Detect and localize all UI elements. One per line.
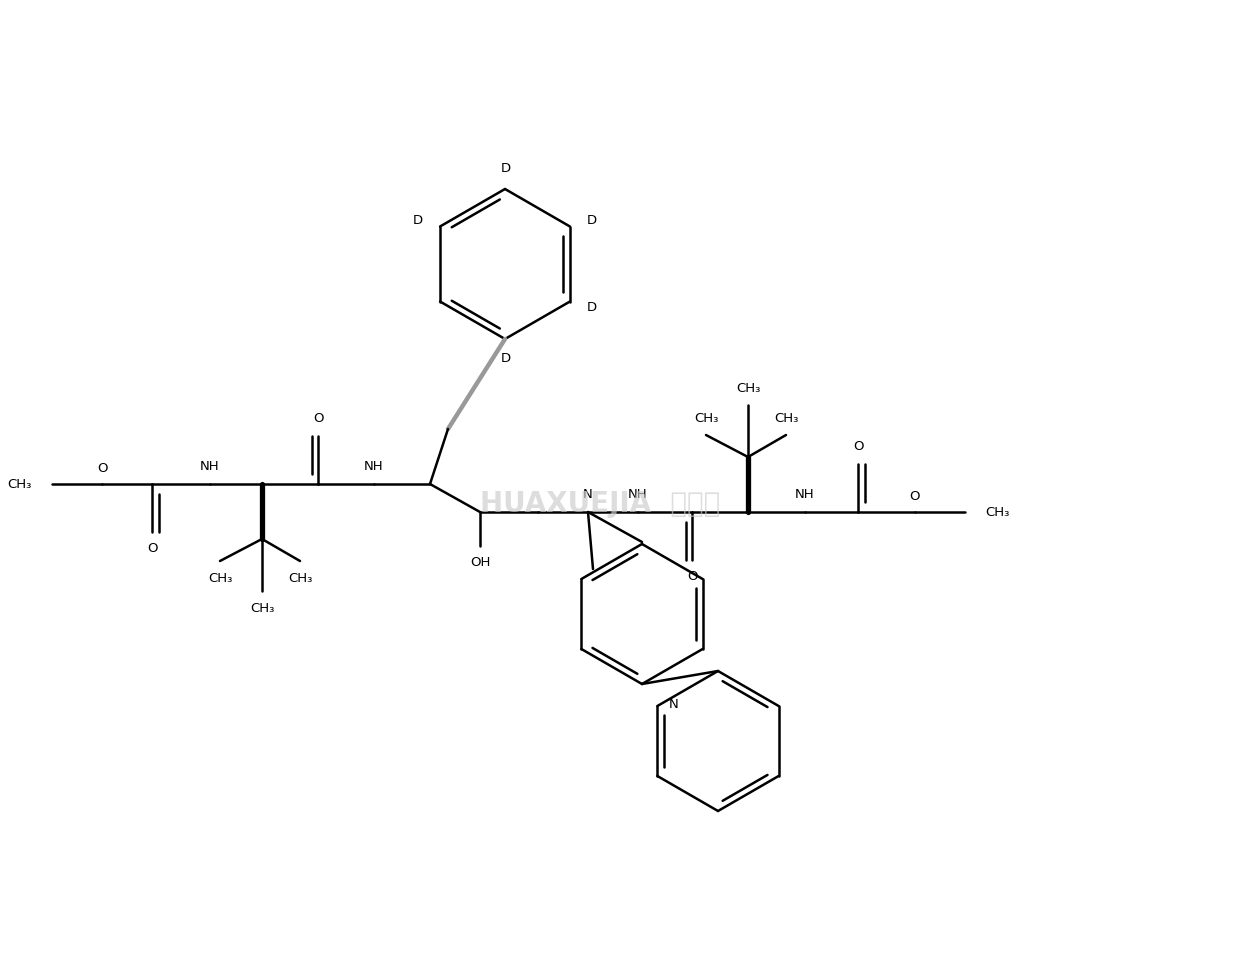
Text: NH: NH — [200, 459, 220, 473]
Text: N: N — [583, 488, 593, 502]
Text: O: O — [313, 413, 323, 425]
Text: NH: NH — [795, 487, 815, 501]
Text: O: O — [687, 571, 697, 583]
Text: CH₃: CH₃ — [250, 602, 274, 614]
Text: OH: OH — [470, 556, 491, 570]
Text: D: D — [501, 353, 511, 365]
Text: NH: NH — [629, 487, 647, 501]
Text: O: O — [910, 490, 920, 504]
Text: CH₃: CH₃ — [8, 478, 33, 490]
Text: O: O — [146, 543, 158, 555]
Text: O: O — [96, 462, 108, 476]
Text: HUAXUEJIA  化学加: HUAXUEJIA 化学加 — [480, 490, 720, 518]
Text: D: D — [587, 301, 597, 314]
Text: N: N — [669, 698, 679, 710]
Text: D: D — [501, 163, 511, 175]
Text: CH₃: CH₃ — [736, 382, 760, 394]
Text: D: D — [413, 214, 423, 227]
Text: NH: NH — [364, 459, 384, 473]
Text: D: D — [587, 214, 597, 227]
Text: CH₃: CH₃ — [288, 572, 312, 584]
Text: O: O — [853, 441, 863, 453]
Text: CH₃: CH₃ — [694, 412, 719, 424]
Text: CH₃: CH₃ — [985, 506, 1009, 518]
Text: CH₃: CH₃ — [208, 572, 232, 584]
Text: CH₃: CH₃ — [774, 412, 799, 424]
